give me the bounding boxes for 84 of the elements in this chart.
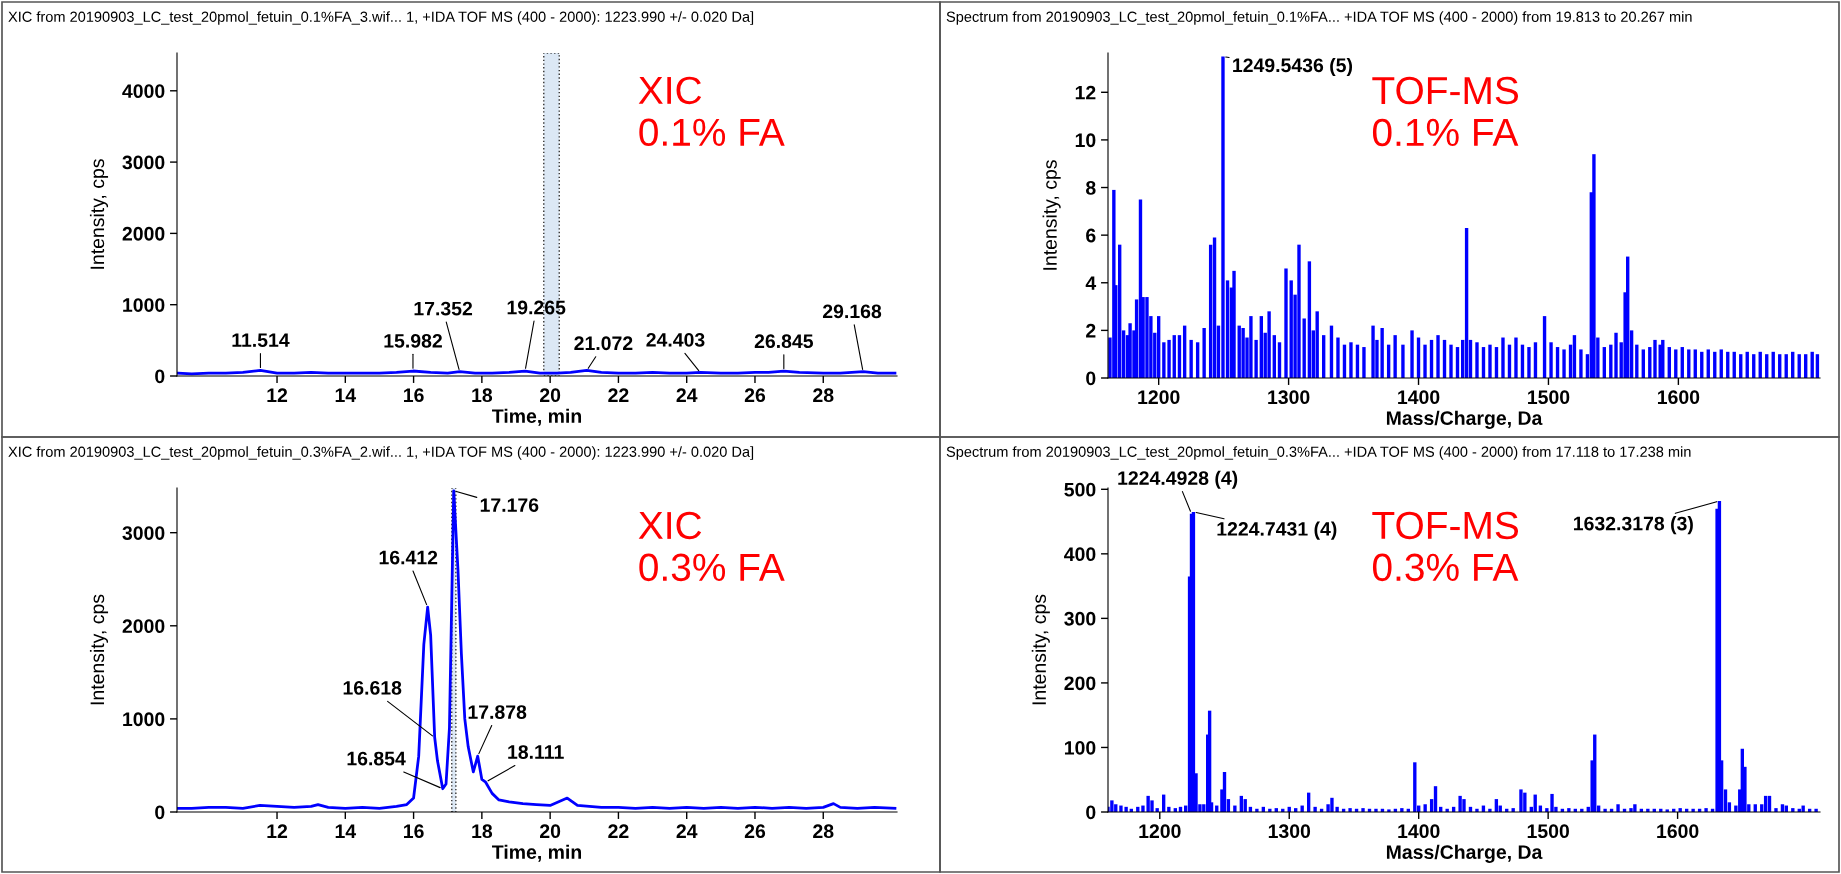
x-tick-label: 20 bbox=[540, 388, 561, 403]
annotation: 17.352 bbox=[414, 301, 473, 316]
y-tick-label: 0 bbox=[155, 369, 165, 384]
y-tick-label: 100 bbox=[1064, 740, 1096, 755]
y-tick-label: 400 bbox=[1064, 547, 1096, 562]
annotation: 1224.4928 (4) bbox=[1118, 470, 1238, 489]
y-axis-title: Intensity, cps bbox=[89, 159, 109, 269]
y-tick-label: 300 bbox=[1064, 611, 1096, 626]
x-tick-label: 28 bbox=[813, 388, 834, 403]
annotation: 21.072 bbox=[574, 336, 633, 351]
annotation: 1224.7431 (4) bbox=[1217, 521, 1337, 540]
y-tick-label: 3000 bbox=[122, 155, 165, 170]
y-tick-label: 8 bbox=[1086, 180, 1096, 195]
chart-title: XIC from 20190903_LC_test_20pmol_fetuin_0.1%FA_3.wif... 1, +IDA TOF MS (400 - 2000): 1223.990 +/- 0.020 Da] bbox=[8, 11, 754, 25]
y-tick-label: 1000 bbox=[123, 298, 165, 312]
annotation: 11.514 bbox=[232, 333, 290, 348]
x-axis-title: Mass/Charge, Da bbox=[1386, 844, 1543, 863]
x-axis-title: Time, min bbox=[492, 844, 582, 862]
y-tick-label: 500 bbox=[1064, 482, 1096, 497]
y-tick-label: 6 bbox=[1086, 228, 1096, 243]
y-axis-title: Intensity, cps bbox=[1042, 160, 1061, 270]
x-tick-label: 1500 bbox=[1528, 390, 1570, 405]
annotation: 24.403 bbox=[646, 332, 705, 347]
x-tick-label: 20 bbox=[540, 824, 561, 839]
x-tick-label: 22 bbox=[608, 824, 629, 838]
y-tick-label: 3000 bbox=[122, 526, 165, 540]
x-axis-title: Mass/Charge, Da bbox=[1386, 410, 1543, 429]
chart-title: Spectrum from 20190903_LC_test_20pmol_fetuin_0.3%FA... +IDA TOF MS (400 - 2000) from 17.118 to 17.238 min bbox=[946, 446, 1691, 460]
x-tick-label: 14 bbox=[335, 388, 357, 402]
x-tick-label: 1400 bbox=[1398, 824, 1440, 839]
chart-title: XIC from 20190903_LC_test_20pmol_fetuin_0.3%FA_2.wif... 1, +IDA TOF MS (400 - 2000): 1223.990 +/- 0.020 Da] bbox=[8, 446, 754, 460]
x-tick-label: 16 bbox=[404, 824, 424, 839]
x-tick-label: 1300 bbox=[1268, 390, 1310, 405]
annotation: TOF-MS 0.1% FA bbox=[1372, 76, 1519, 147]
y-tick-label: 200 bbox=[1064, 676, 1096, 691]
annotation: XIC 0.3% FA bbox=[638, 511, 785, 582]
x-tick-label: 1200 bbox=[1139, 824, 1181, 839]
annotation: 17.878 bbox=[468, 705, 527, 719]
y-tick-label: 2000 bbox=[122, 619, 165, 634]
y-tick-label: 2 bbox=[1086, 323, 1096, 338]
annotation: 1632.3178 (3) bbox=[1573, 516, 1693, 535]
y-tick-label: 4 bbox=[1085, 276, 1097, 290]
chart-title: Spectrum from 20190903_LC_test_20pmol_fetuin_0.1%FA... +IDA TOF MS (400 - 2000) from 19.813 to 20.267 min bbox=[946, 11, 1692, 25]
annotation: 18.111 bbox=[508, 745, 564, 759]
x-tick-label: 1400 bbox=[1398, 390, 1440, 405]
annotation: 26.845 bbox=[754, 334, 814, 349]
y-tick-label: 12 bbox=[1075, 85, 1096, 100]
annotation: 19.265 bbox=[507, 300, 566, 315]
annotation: XIC 0.1% FA bbox=[638, 76, 785, 147]
y-tick-label: 0 bbox=[155, 805, 165, 820]
y-axis-title: Intensity, cps bbox=[89, 594, 109, 705]
annotation: 29.168 bbox=[822, 304, 882, 319]
x-tick-label: 12 bbox=[267, 824, 288, 838]
y-tick-label: 10 bbox=[1075, 133, 1096, 148]
annotation: 17.176 bbox=[480, 498, 539, 512]
x-tick-label: 1200 bbox=[1138, 390, 1180, 405]
x-tick-label: 22 bbox=[608, 388, 629, 402]
x-tick-label: 26 bbox=[744, 824, 766, 839]
x-tick-label: 16 bbox=[404, 388, 424, 403]
x-tick-label: 1600 bbox=[1657, 824, 1699, 839]
annotation: 16.412 bbox=[379, 550, 438, 565]
annotation: 1249.5436 (5) bbox=[1233, 57, 1353, 77]
x-tick-label: 14 bbox=[335, 824, 357, 838]
x-tick-label: 1300 bbox=[1268, 824, 1311, 839]
y-tick-label: 0 bbox=[1086, 805, 1096, 820]
y-tick-label: 4000 bbox=[122, 84, 165, 99]
x-tick-label: 1600 bbox=[1657, 390, 1700, 405]
y-tick-label: 0 bbox=[1086, 371, 1096, 386]
y-tick-label: 2000 bbox=[122, 226, 165, 241]
annotation: 16.854 bbox=[347, 751, 406, 766]
annotation: TOF-MS 0.3% FA bbox=[1372, 511, 1519, 582]
x-tick-label: 1500 bbox=[1527, 824, 1569, 839]
y-tick-label: 1000 bbox=[123, 712, 165, 727]
x-tick-label: 26 bbox=[744, 388, 766, 403]
annotation: 16.618 bbox=[343, 681, 402, 695]
x-tick-label: 18 bbox=[472, 388, 493, 403]
x-tick-label: 24 bbox=[676, 388, 698, 402]
x-tick-label: 24 bbox=[676, 824, 698, 838]
x-axis-title: Time, min bbox=[492, 408, 582, 426]
x-tick-label: 28 bbox=[813, 824, 834, 839]
y-axis-title: Intensity, cps bbox=[1031, 594, 1050, 705]
annotation: 15.982 bbox=[384, 333, 442, 348]
x-tick-label: 18 bbox=[472, 824, 493, 839]
x-tick-label: 12 bbox=[267, 388, 288, 402]
